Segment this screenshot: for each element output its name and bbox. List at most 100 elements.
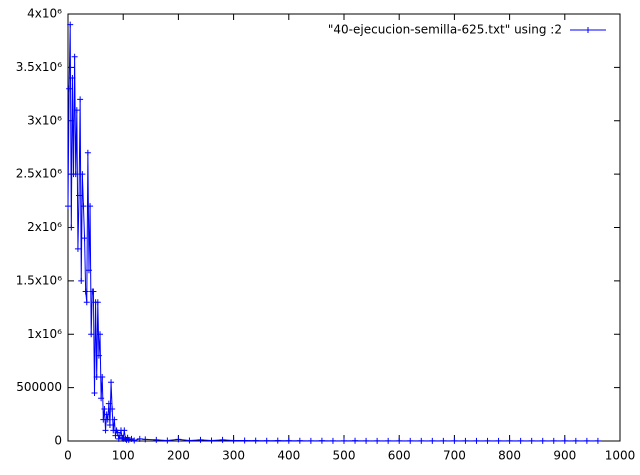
data-point <box>528 437 535 444</box>
data-point <box>67 21 74 28</box>
data-line <box>67 24 598 442</box>
data-point <box>90 288 97 295</box>
data-point <box>385 437 392 444</box>
data-point <box>99 373 106 380</box>
data-point <box>329 437 336 444</box>
data-point <box>484 437 491 444</box>
x-tick-label: 500 <box>333 449 356 463</box>
data-point <box>109 405 116 412</box>
data-point <box>219 436 226 443</box>
data-point <box>66 85 73 92</box>
data-point <box>83 299 90 306</box>
data-point <box>84 149 91 156</box>
data-point <box>263 437 270 444</box>
data-point <box>451 437 458 444</box>
data-point <box>506 437 513 444</box>
data-point <box>374 437 381 444</box>
data-point <box>88 331 95 338</box>
data-point <box>104 416 111 423</box>
data-point <box>72 171 79 178</box>
data-point <box>68 224 75 231</box>
data-point <box>74 245 81 252</box>
data-point <box>82 288 89 295</box>
y-tick-label: 1x10⁶ <box>27 327 62 341</box>
data-point <box>429 437 436 444</box>
data-point <box>95 352 102 359</box>
data-point <box>473 437 480 444</box>
plot-border <box>67 13 621 442</box>
data-point <box>341 437 347 444</box>
data-point <box>175 436 182 443</box>
data-point <box>73 107 80 114</box>
data-point <box>142 436 149 443</box>
legend-swatch <box>570 27 606 33</box>
data-point <box>77 96 84 103</box>
y-tick-label: 1.5x10⁶ <box>16 273 62 287</box>
data-point <box>93 373 100 380</box>
y-tick-label: 2.5x10⁶ <box>16 167 62 181</box>
data-point <box>80 203 87 210</box>
y-tick-label: 3.5x10⁶ <box>16 60 62 74</box>
data-point <box>71 53 78 60</box>
x-tick-label: 1000 <box>605 449 636 463</box>
x-tick-label: 400 <box>277 449 300 463</box>
data-point <box>318 437 325 444</box>
data-point <box>108 379 115 386</box>
data-point <box>230 437 237 444</box>
legend-label: "40-ejecucion-semilla-625.txt" using :2 <box>328 23 562 37</box>
data-point <box>111 416 118 423</box>
data-point <box>418 437 425 444</box>
data-point <box>285 437 292 444</box>
data-point <box>594 437 601 444</box>
data-point <box>91 389 98 396</box>
x-tick-label: 600 <box>388 449 411 463</box>
x-tick-label: 800 <box>498 449 521 463</box>
x-tick-label: 200 <box>167 449 190 463</box>
data-point <box>572 437 579 444</box>
data-point <box>197 436 204 443</box>
data-point <box>517 437 524 444</box>
data-point <box>114 429 121 436</box>
data-point <box>125 436 132 443</box>
y-tick-label: 4x10⁶ <box>27 7 62 21</box>
data-point <box>352 437 359 444</box>
data-point <box>561 437 568 444</box>
data-point <box>85 267 92 274</box>
data-point <box>102 427 109 434</box>
data-point <box>136 435 143 442</box>
data-point <box>495 437 502 444</box>
data-point <box>69 75 76 82</box>
data-point <box>407 437 414 444</box>
data-point <box>78 277 85 284</box>
data-point <box>583 437 590 444</box>
data-point <box>296 437 303 444</box>
data-point <box>79 171 86 178</box>
data-point <box>252 437 259 444</box>
data-point <box>106 421 113 428</box>
data-point <box>131 437 138 444</box>
x-tick-label: 100 <box>112 449 135 463</box>
data-point <box>94 299 101 306</box>
data-point <box>274 437 281 444</box>
x-tick-label: 900 <box>553 449 576 463</box>
data-point <box>119 434 126 441</box>
data-point <box>241 437 248 444</box>
data-point <box>208 437 215 444</box>
data-point <box>101 405 108 412</box>
data-point <box>462 437 469 444</box>
data-point <box>87 203 94 210</box>
y-tick-label: 0 <box>54 434 62 448</box>
data-point <box>97 331 104 338</box>
data-point <box>164 437 171 444</box>
data-point <box>98 395 105 402</box>
data-point <box>539 437 546 444</box>
data-point <box>65 203 71 210</box>
x-tick-label: 700 <box>443 449 466 463</box>
x-tick-label: 300 <box>222 449 245 463</box>
y-tick-label: 500000 <box>16 380 62 394</box>
x-tick-label: 0 <box>64 449 72 463</box>
data-point <box>440 437 447 444</box>
data-point <box>396 437 403 444</box>
y-tick-label: 3x10⁶ <box>27 113 62 127</box>
